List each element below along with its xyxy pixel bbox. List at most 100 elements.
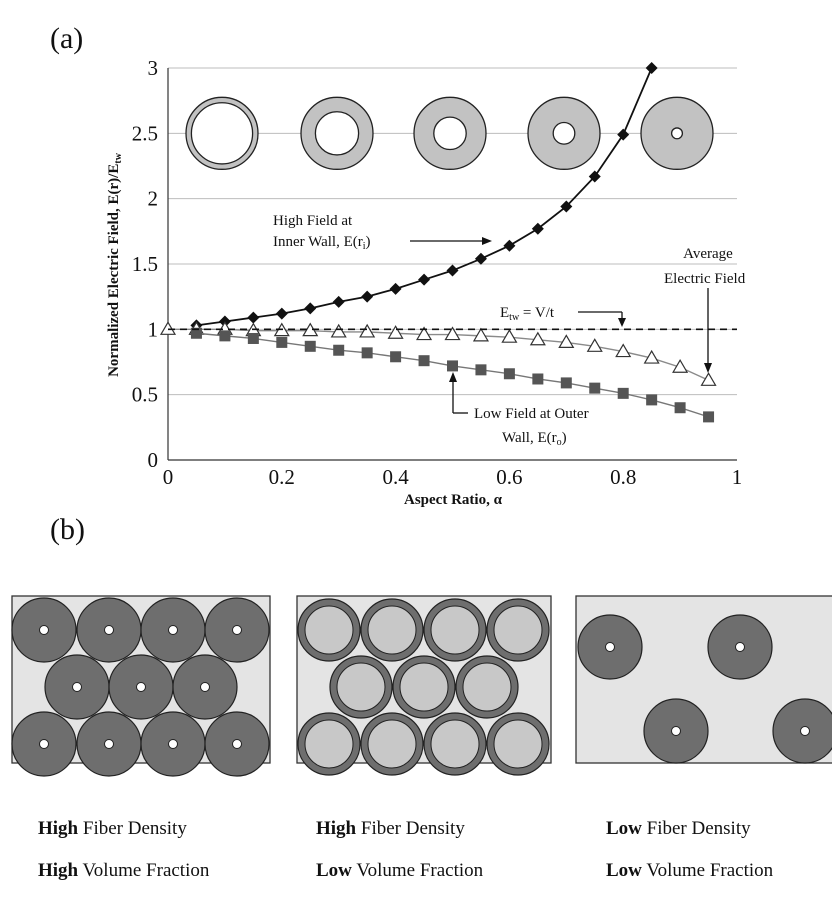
marker-triangle-18 bbox=[672, 359, 689, 373]
annotation-low-line1: Low Field at Outer bbox=[474, 406, 589, 422]
marker-diamond-4 bbox=[304, 302, 317, 315]
marker-square-14 bbox=[589, 382, 601, 394]
marker-triangle-0 bbox=[159, 321, 177, 335]
marker-diamond-11 bbox=[503, 239, 516, 252]
ring-inner-2 bbox=[433, 116, 467, 151]
x-tick-label-4: 0.8 bbox=[610, 465, 636, 489]
fiber-2-top-2-core bbox=[430, 605, 480, 655]
fiber-1-top-2-core bbox=[168, 625, 178, 635]
caption-3-density: Low Fiber Density bbox=[606, 818, 751, 839]
fiber-2-bot-0-core bbox=[304, 719, 354, 769]
caption-3-volume: Low Volume Fraction bbox=[606, 860, 774, 881]
fiber-1-top-1-core bbox=[104, 625, 114, 635]
marker-square-3 bbox=[276, 336, 288, 348]
reference-arrowhead bbox=[618, 318, 626, 327]
caption-panel-1: High Fiber Density High Volume Fraction bbox=[38, 818, 209, 902]
fiber-2-mid-2-core bbox=[462, 662, 512, 712]
marker-square-11 bbox=[503, 368, 515, 380]
annotation-high-line2: Inner Wall, E(ri) bbox=[273, 234, 371, 252]
x-tick-label-1: 0.2 bbox=[269, 465, 295, 489]
marker-diamond-8 bbox=[418, 273, 431, 286]
marker-diamond-9 bbox=[446, 264, 459, 277]
panel-b-label: (b) bbox=[50, 513, 85, 546]
marker-diamond-3 bbox=[275, 307, 288, 320]
marker-square-0 bbox=[190, 327, 202, 339]
marker-diamond-16 bbox=[645, 62, 658, 74]
fiber-1-bot-1-core bbox=[104, 739, 114, 749]
x-tick-label-3: 0.6 bbox=[496, 465, 522, 489]
fiber-3-a-core bbox=[605, 642, 615, 652]
annotation-low-line2: Wall, E(ro) bbox=[502, 430, 567, 448]
fiber-2-top-3-core bbox=[493, 605, 543, 655]
marker-triangle-12 bbox=[501, 328, 518, 343]
tick-labels: 0 0.5 1 1.5 2 2.5 3 0 0.2 0.4 0.6 0.8 1 bbox=[132, 56, 743, 489]
fiber-2-mid-0-core bbox=[336, 662, 386, 712]
reference-line: Etw = V/t bbox=[168, 305, 737, 331]
marker-square-18 bbox=[703, 411, 715, 423]
marker-square-17 bbox=[674, 402, 686, 414]
field-chart: 0 0.5 1 1.5 2 2.5 3 0 0.2 0.4 0.6 0.8 1 Etw = V/t Hi… bbox=[106, 56, 746, 508]
fiber-1-bot-2-core bbox=[168, 739, 178, 749]
marker-triangle-19 bbox=[700, 372, 717, 386]
marker-diamond-7 bbox=[389, 282, 402, 295]
marker-square-15 bbox=[617, 387, 629, 399]
caption-panel-2: High Fiber Density Low Volume Fraction bbox=[316, 818, 483, 902]
marker-square-12 bbox=[532, 373, 544, 385]
annotation-avg-line2: Electric Field bbox=[664, 271, 746, 287]
y-tick-label-2: 1 bbox=[148, 317, 159, 341]
ring-inner-1 bbox=[314, 111, 360, 156]
marker-diamond-14 bbox=[588, 170, 601, 183]
annotation-low-arrowhead bbox=[449, 372, 457, 382]
y-axis-title: Normalized Electric Field, E(r)/Etw bbox=[106, 152, 124, 377]
marker-square-1 bbox=[219, 330, 231, 342]
fiber-1-mid-2-core bbox=[200, 682, 210, 692]
reference-line-label: Etw = V/t bbox=[500, 305, 555, 323]
marker-diamond-13 bbox=[560, 200, 573, 213]
marker-diamond-6 bbox=[361, 290, 374, 303]
axes bbox=[167, 68, 737, 461]
marker-triangle-11 bbox=[472, 327, 489, 342]
marker-triangle-17 bbox=[643, 349, 660, 364]
marker-triangle-10 bbox=[444, 326, 461, 341]
marker-square-5 bbox=[333, 344, 345, 356]
caption-panel-3: Low Fiber Density Low Volume Fraction bbox=[606, 818, 773, 902]
fiber-2-bot-3-core bbox=[493, 719, 543, 769]
fiber-1-top-0-core bbox=[39, 625, 49, 635]
fiber-1-bot-3-core bbox=[232, 739, 242, 749]
y-tick-label-3: 1.5 bbox=[132, 252, 158, 276]
marker-square-13 bbox=[560, 377, 572, 389]
fiber-2-top-1-core bbox=[367, 605, 417, 655]
caption-1-volume: High Volume Fraction bbox=[38, 860, 210, 881]
ring-inner-4 bbox=[670, 127, 684, 140]
fiber-1-mid-0-core bbox=[72, 682, 82, 692]
annotation-high-arrowhead bbox=[482, 237, 492, 245]
ring-illustrations bbox=[185, 96, 714, 170]
marker-square-4 bbox=[304, 340, 316, 352]
fiber-1-bot-0-core bbox=[39, 739, 49, 749]
marker-square-6 bbox=[361, 347, 373, 359]
marker-square-9 bbox=[447, 360, 458, 372]
annotation-high-field: High Field at Inner Wall, E(ri) bbox=[273, 213, 492, 252]
annotation-average: Average Electric Field bbox=[664, 246, 746, 373]
caption-2-volume: Low Volume Fraction bbox=[316, 860, 484, 881]
fiber-3-c-core bbox=[671, 726, 681, 736]
marker-square-16 bbox=[646, 394, 658, 406]
fiber-2-bot-1-core bbox=[367, 719, 417, 769]
caption-1-density: High Fiber Density bbox=[38, 818, 187, 839]
marker-square-2 bbox=[247, 332, 259, 344]
marker-triangle-9 bbox=[416, 326, 433, 341]
annotation-high-line1: High Field at bbox=[273, 213, 353, 229]
x-axis-title: Aspect Ratio, α bbox=[404, 492, 503, 508]
ring-inner-3 bbox=[552, 121, 576, 145]
marker-square-8 bbox=[418, 355, 430, 367]
marker-square-7 bbox=[390, 351, 402, 363]
panel-a-label: (a) bbox=[50, 22, 84, 55]
fiber-1-top-3-core bbox=[232, 625, 242, 635]
marker-diamond-10 bbox=[474, 252, 487, 265]
marker-square-10 bbox=[475, 364, 487, 376]
marker-triangle-16 bbox=[615, 343, 632, 358]
marker-triangle-14 bbox=[558, 334, 575, 348]
y-tick-label-6: 3 bbox=[148, 56, 159, 80]
fiber-2-mid-1-core bbox=[399, 662, 449, 712]
fiber-3-d-core bbox=[800, 726, 810, 736]
